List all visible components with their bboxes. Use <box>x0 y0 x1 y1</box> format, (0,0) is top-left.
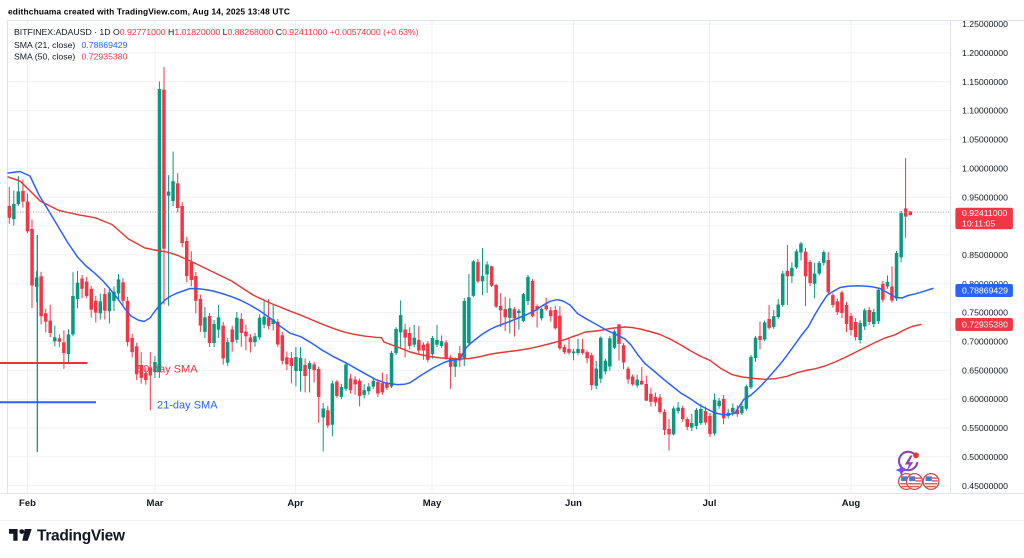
svg-text:BITFINEX:ADAUSD · 1D O0.927710: BITFINEX:ADAUSD · 1D O0.92771000 H1.0182… <box>14 27 419 37</box>
svg-text:1.20000000: 1.20000000 <box>962 48 1008 58</box>
svg-text:0.78869429: 0.78869429 <box>82 40 128 50</box>
svg-text:Feb: Feb <box>19 498 36 509</box>
svg-text:Mar: Mar <box>147 498 164 509</box>
svg-text:0.60000000: 0.60000000 <box>962 394 1008 404</box>
svg-text:Apr: Apr <box>287 498 304 509</box>
svg-text:TradingView: TradingView <box>37 528 126 545</box>
svg-text:1.00000000: 1.00000000 <box>962 163 1008 173</box>
svg-text:0.75000000: 0.75000000 <box>962 308 1008 318</box>
svg-text:SMA (50, close): SMA (50, close) <box>14 51 75 61</box>
svg-text:Jun: Jun <box>565 498 582 509</box>
svg-text:1.15000000: 1.15000000 <box>962 77 1008 87</box>
svg-text:0.50000000: 0.50000000 <box>962 452 1008 462</box>
svg-text:May: May <box>423 498 442 509</box>
svg-text:Aug: Aug <box>842 498 861 509</box>
svg-text:1.25000000: 1.25000000 <box>962 19 1008 29</box>
svg-text:SMA (21, close): SMA (21, close) <box>14 40 75 50</box>
svg-text:0.45000000: 0.45000000 <box>962 481 1008 491</box>
svg-text:Jul: Jul <box>703 498 717 509</box>
svg-text:0.85000000: 0.85000000 <box>962 250 1008 260</box>
svg-text:0.78869429: 0.78869429 <box>962 286 1008 296</box>
svg-text:0.70000000: 0.70000000 <box>962 337 1008 347</box>
svg-text:0.72935380: 0.72935380 <box>962 320 1008 330</box>
svg-text:21-day SMA: 21-day SMA <box>157 400 218 412</box>
svg-text:50-day SMA: 50-day SMA <box>137 364 198 376</box>
svg-text:edithchuama created with Tradi: edithchuama created with TradingView.com… <box>8 7 290 17</box>
svg-text:0.72935380: 0.72935380 <box>82 51 128 61</box>
svg-text:0.92411000: 0.92411000 <box>962 208 1007 218</box>
svg-text:10:11:05: 10:11:05 <box>962 218 995 228</box>
svg-text:1.05000000: 1.05000000 <box>962 135 1008 145</box>
svg-text:0.55000000: 0.55000000 <box>962 423 1008 433</box>
svg-text:0.65000000: 0.65000000 <box>962 365 1008 375</box>
svg-text:0.95000000: 0.95000000 <box>962 192 1008 202</box>
svg-text:1.10000000: 1.10000000 <box>962 106 1008 116</box>
svg-text:0.80000000: 0.80000000 <box>962 279 1008 289</box>
